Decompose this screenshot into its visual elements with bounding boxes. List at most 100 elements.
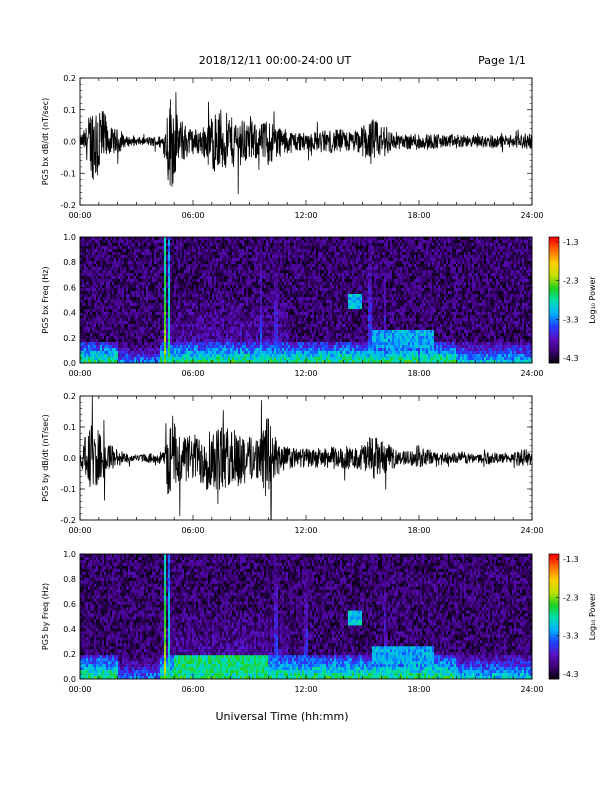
spectrogram-cell [230,324,233,328]
spectrogram-cell [222,276,225,280]
spectrogram-cell [166,237,169,241]
spectrogram-cell [172,318,175,322]
spectrogram-cell [122,360,125,364]
page-title: 2018/12/11 00:00-24:00 UT [199,54,352,67]
spectrogram-cell [104,288,107,292]
spectrogram-cell [224,324,227,328]
spectrogram-cell [104,303,107,307]
spectrogram-cell [130,252,133,256]
spectrogram-cell [160,330,163,334]
spectrogram-cell [188,333,191,337]
spectrogram-cell [94,309,97,313]
spectrogram-cell [216,261,219,265]
spectrogram-cell [152,237,155,241]
spectrogram-cell [208,237,211,241]
spectrogram-cell [136,339,139,343]
spectrogram-cell [94,318,97,322]
spectrogram-cell [188,240,191,244]
spectrogram-cell [138,279,141,283]
spectrogram-cell [296,312,299,316]
spectrogram-cell [148,288,151,292]
spectrogram-cell [306,339,309,343]
spectrogram-cell [158,327,161,331]
spectrogram-cell [146,348,149,352]
spectrogram-cell [264,345,267,349]
spectrogram-cell [252,312,255,316]
spectrogram-cell [146,282,149,286]
spectrogram-cell [138,303,141,307]
spectrogram-cell [278,345,281,349]
spectrogram-cell [132,246,135,250]
spectrogram-cell [302,360,305,364]
spectrogram-cell [256,255,259,259]
spectrogram-cell [290,351,293,355]
spectrogram-cell [232,252,235,256]
spectrogram-cell [126,354,129,358]
spectrogram-cell [80,300,83,304]
spectrogram-cell [166,285,169,289]
spectrogram-cell [198,261,201,265]
spectrogram-cell [176,294,179,298]
spectrogram-cell [194,246,197,250]
spectrogram-cell [84,357,87,361]
spectrogram-cell [134,360,137,364]
spectrogram-cell [126,318,129,322]
spectrogram-cell [148,246,151,250]
spectrogram-cell [256,336,259,340]
spectrogram-cell [262,351,265,355]
spectrogram-cell [238,237,241,241]
spectrogram-cell [108,264,111,268]
spectrogram-cell [300,252,303,256]
spectrogram-cell [246,345,249,349]
spectrogram-cell [262,276,265,280]
spectrogram-cell [274,339,277,343]
spectrogram-cell [186,258,189,262]
spectrogram-cell [110,306,113,310]
spectrogram-cell [228,330,231,334]
spectrogram-cell [266,339,269,343]
spectrogram-cell [246,360,249,364]
spectrogram-cell [134,261,137,265]
spectrogram-cell [88,261,91,265]
spectrogram-cell [138,345,141,349]
spectrogram-cell [250,279,253,283]
spectrogram-cell [230,336,233,340]
spectrogram-cell [224,327,227,331]
spectrogram-cell [236,285,239,289]
spectrogram-cell [306,297,309,301]
spectrogram-cell [224,273,227,277]
spectrogram-cell [236,336,239,340]
spectrogram-cell [244,273,247,277]
spectrogram-cell [246,261,249,265]
spectrogram-cell [272,246,275,250]
spectrogram-cell [82,354,85,358]
spectrogram-cell [202,270,205,274]
spectrogram-cell [274,348,277,352]
spectrogram-cell [216,306,219,310]
spectrogram-cell [142,264,145,268]
spectrogram-cell [168,342,171,346]
spectrogram-cell [130,276,133,280]
spectrogram-cell [292,273,295,277]
spectrogram-cell [256,360,259,364]
spectrogram-cell [184,333,187,337]
spectrogram-cell [300,345,303,349]
spectrogram-cell [308,336,311,340]
spectrogram-cell [278,351,281,355]
spectrogram-cell [134,249,137,253]
spectrogram-cell [162,282,165,286]
spectrogram-cell [276,309,279,313]
spectrogram-cell [226,324,229,328]
spectrogram-cell [182,330,185,334]
spectrogram-cell [184,351,187,355]
spectrogram-cell [106,267,109,271]
spectrogram-cell [126,339,129,343]
spectrogram-cell [244,282,247,286]
spectrogram-cell [118,279,121,283]
spectrogram-cell [226,279,229,283]
y-tick-label: 0.0 [63,138,76,147]
spectrogram-cell [300,330,303,334]
spectrogram-cell [214,255,217,259]
spectrogram-cell [292,300,295,304]
spectrogram-cell [278,312,281,316]
